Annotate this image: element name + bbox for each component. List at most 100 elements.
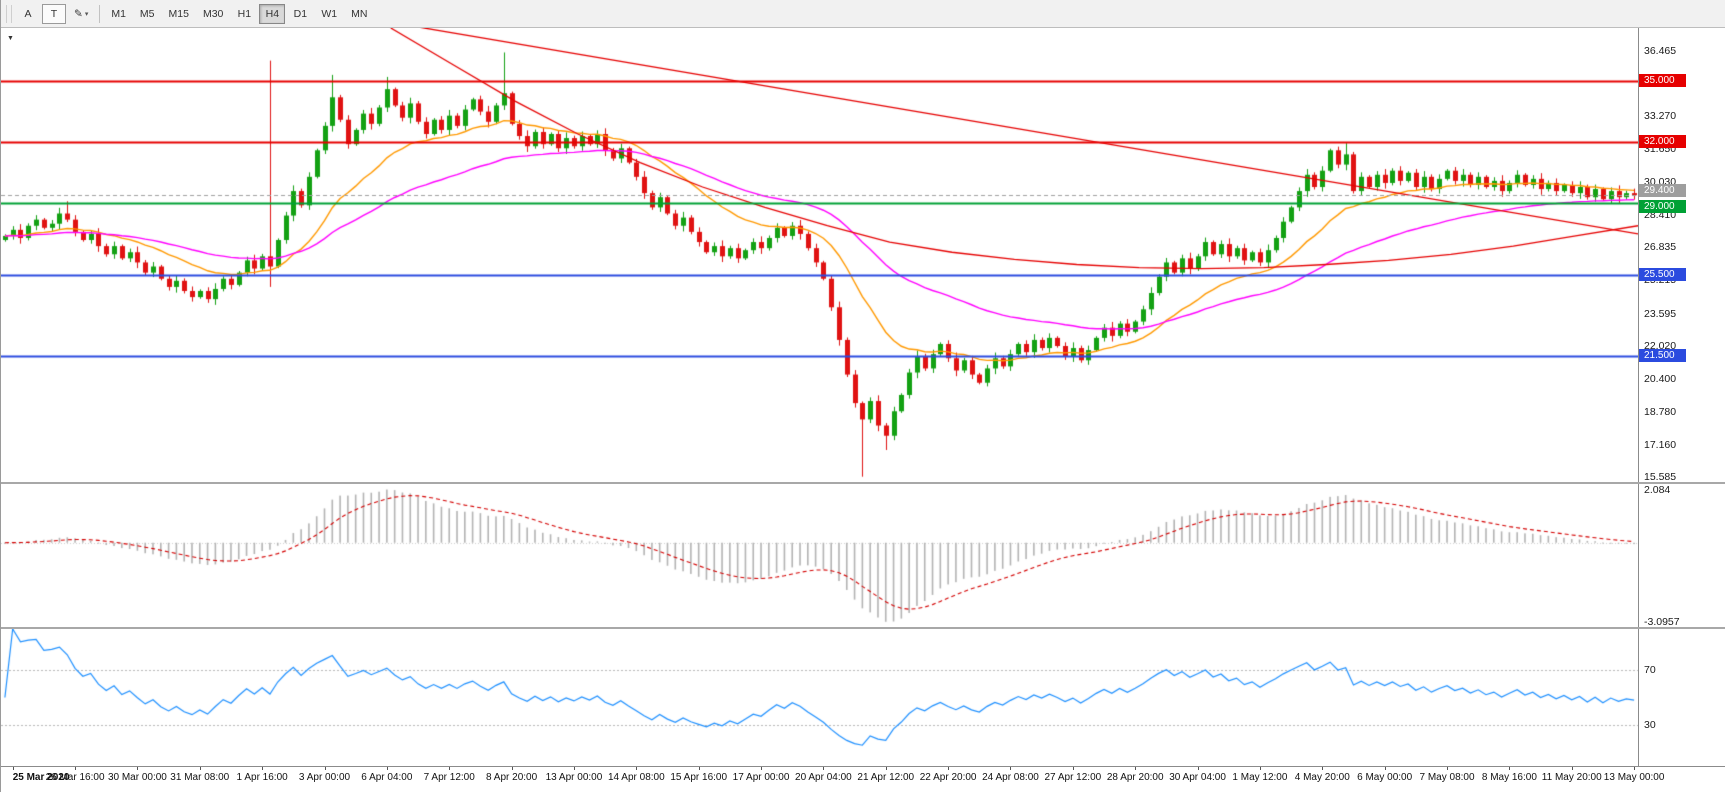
macd-canvas[interactable] — [1, 484, 1638, 627]
price-axis-label: 36.465 — [1644, 45, 1677, 58]
chevron-down-icon: ▾ — [84, 10, 89, 18]
timeframe-w1-button[interactable]: W1 — [315, 4, 343, 24]
price-axis-label: 17.160 — [1644, 438, 1677, 451]
time-axis-tick — [1135, 767, 1137, 770]
price-badge: 32.000 — [1639, 135, 1686, 149]
price-badge: 35.000 — [1639, 74, 1686, 87]
price-axis-label: 20.400 — [1644, 372, 1677, 385]
time-axis-label: 3 Apr 00:00 — [298, 772, 351, 783]
price-scale[interactable]: 36.46533.27031.65030.03028.41026.83525.2… — [1638, 28, 1725, 792]
time-axis-label: 24 Apr 08:00 — [982, 772, 1039, 783]
price-chart-canvas[interactable] — [1, 28, 1638, 482]
time-axis-label: 1 May 12:00 — [1232, 772, 1288, 783]
timeframe-m15-button[interactable]: M15 — [163, 4, 195, 24]
time-axis-label: 31 Mar 08:00 — [170, 772, 230, 783]
price-axis-label: 22.020 — [1644, 339, 1677, 352]
time-axis-label: 27 Apr 12:00 — [1044, 772, 1102, 783]
time-axis-label: 6 Apr 04:00 — [361, 772, 413, 783]
time-axis-label: 20 Apr 04:00 — [795, 772, 852, 783]
timeframe-m5-button[interactable]: M5 — [134, 4, 161, 24]
price-axis-label: 18.780 — [1644, 405, 1677, 418]
price-axis-label: 15.585 — [1644, 470, 1677, 483]
timeframe-toolbar: M1 M5 M15 M30 H1 H4 D1 W1 MN — [105, 3, 373, 24]
time-axis-label: 7 Apr 12:00 — [423, 772, 475, 783]
time-axis-tick — [386, 767, 388, 770]
price-badge: 21.500 — [1639, 349, 1686, 363]
time-axis-label: 1 Apr 16:00 — [236, 772, 288, 783]
time-axis-tick — [262, 767, 264, 770]
time-axis-label: 7 May 08:00 — [1419, 772, 1475, 783]
time-axis-tick — [12, 767, 14, 770]
time-axis-tick — [1447, 767, 1449, 770]
time-axis-tick — [1072, 767, 1074, 770]
macd-axis-label: 2.084 — [1644, 483, 1671, 496]
time-axis-tick — [1197, 767, 1199, 770]
label-tool-button[interactable]: A — [16, 4, 40, 24]
timeframe-m1-button[interactable]: M1 — [105, 4, 132, 24]
time-axis[interactable]: 25 Mar 2020 26 Mar 16:00 30 Mar 00:00 31 Ma… — [1, 766, 1725, 792]
time-axis-tick — [511, 767, 513, 770]
time-axis-label: 28 Apr 20:00 — [1106, 772, 1164, 783]
rsi-canvas[interactable] — [1, 629, 1638, 766]
panel-separator[interactable] — [1, 627, 1725, 629]
rsi-header — [7, 633, 13, 645]
toolbar: A T ✎ ▾ M1 M5 M15 M30 H1 H4 D1 W1 MN — [1, 0, 1725, 28]
price-axis-label: 26.835 — [1644, 241, 1677, 254]
price-badge: 29.000 — [1639, 200, 1686, 214]
timeframe-h1-button[interactable]: H1 — [231, 4, 257, 24]
draw-tool-button[interactable]: ✎ ▾ — [68, 4, 94, 24]
timeframe-d1-button[interactable]: D1 — [287, 4, 313, 24]
macd-header — [7, 488, 17, 500]
timeframe-m30-button[interactable]: M30 — [197, 4, 229, 24]
time-axis-tick — [1259, 767, 1261, 770]
time-axis-label: 14 Apr 08:00 — [607, 772, 665, 783]
time-axis-label: 30 Mar 00:00 — [107, 772, 167, 783]
time-axis-tick — [1571, 767, 1573, 770]
timeframe-h4-button[interactable]: H4 — [259, 3, 286, 24]
collapse-arrow-icon[interactable]: ▼ — [7, 34, 14, 42]
price-axis-label: 23.595 — [1644, 307, 1677, 320]
panel-separator[interactable] — [1, 482, 1725, 484]
time-axis-tick — [199, 767, 201, 770]
price-axis-label: 33.270 — [1644, 110, 1677, 123]
time-axis-label: 11 May 20:00 — [1541, 772, 1602, 783]
time-axis-label: 30 Apr 04:00 — [1169, 772, 1226, 783]
price-badge: 29.400 — [1639, 184, 1686, 198]
timeframe-mn-button[interactable]: MN — [345, 4, 373, 24]
time-axis-tick — [75, 767, 77, 770]
text-tool-button[interactable]: T — [42, 3, 66, 24]
time-axis-tick — [948, 767, 950, 770]
time-axis-tick — [1384, 767, 1386, 770]
time-axis-label: 6 May 00:00 — [1357, 772, 1413, 783]
price-badge: 25.500 — [1639, 267, 1686, 281]
time-axis-tick — [1509, 767, 1511, 770]
time-axis-label: 13 Apr 00:00 — [545, 772, 603, 783]
time-axis-label: 8 May 16:00 — [1481, 772, 1537, 783]
time-axis-tick — [698, 767, 700, 770]
macd-axis-label: -3.0957 — [1644, 615, 1680, 628]
rsi-axis-label: 30 — [1644, 718, 1656, 731]
time-axis-tick — [324, 767, 326, 770]
time-axis-tick — [885, 767, 887, 770]
time-axis-label: 25 Mar 2020 — [12, 772, 70, 783]
time-axis-tick — [449, 767, 451, 770]
time-axis-label: 8 Apr 20:00 — [486, 772, 538, 783]
time-axis-label: 15 Apr 16:00 — [670, 772, 728, 783]
chart-title: ▼ — [7, 32, 23, 44]
time-axis-tick — [636, 767, 638, 770]
time-axis-tick — [573, 767, 575, 770]
time-axis-tick — [761, 767, 763, 770]
time-axis-label: 17 Apr 00:00 — [732, 772, 790, 783]
toolbar-grip[interactable] — [6, 4, 12, 23]
time-axis-tick — [1322, 767, 1324, 770]
time-axis-label: 22 Apr 20:00 — [919, 772, 977, 783]
time-axis-tick — [137, 767, 139, 770]
toolbar-divider — [99, 4, 101, 23]
time-axis-tick — [1634, 767, 1636, 770]
time-axis-label: 4 May 20:00 — [1294, 772, 1350, 783]
time-axis-label: 21 Apr 12:00 — [857, 772, 915, 783]
time-axis-tick — [1010, 767, 1012, 770]
rsi-axis-label: 70 — [1644, 664, 1656, 677]
object-toolbar: A T ✎ ▾ — [16, 3, 94, 24]
